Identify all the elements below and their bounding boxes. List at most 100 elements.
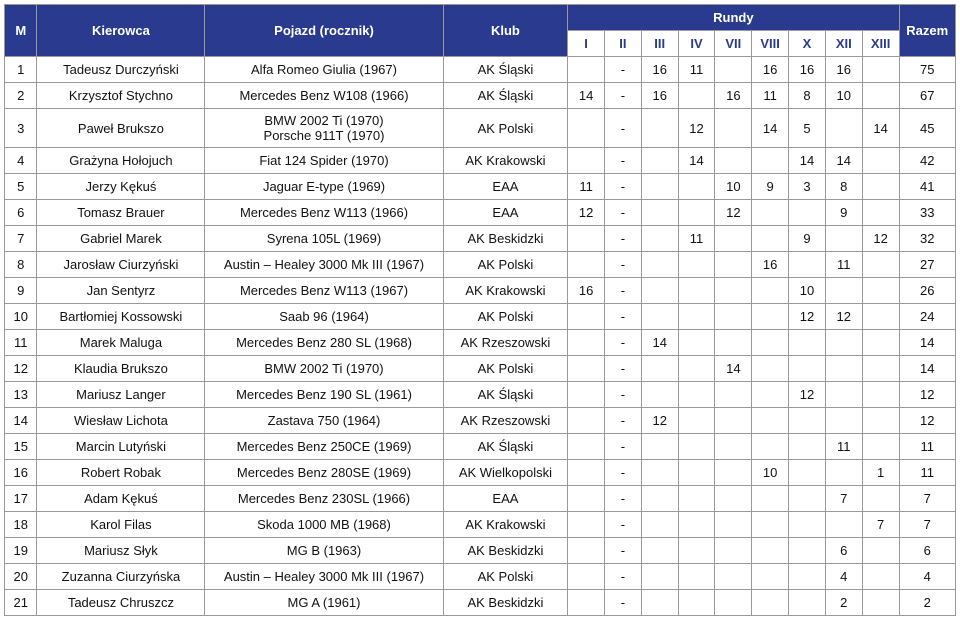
cell-r2: -: [605, 408, 642, 434]
cell-r2: -: [605, 590, 642, 616]
cell-total: 7: [899, 512, 955, 538]
cell-car: Mercedes Benz 250CE (1969): [205, 434, 443, 460]
cell-r7: [789, 590, 826, 616]
cell-r2: -: [605, 356, 642, 382]
cell-r4: [678, 304, 715, 330]
table-row: 12Klaudia BrukszoBMW 2002 Ti (1970)AK Po…: [5, 356, 956, 382]
cell-m: 1: [5, 57, 37, 83]
cell-r7: [789, 408, 826, 434]
cell-total: 11: [899, 460, 955, 486]
cell-r6: [752, 538, 789, 564]
cell-r4: [678, 460, 715, 486]
cell-total: 75: [899, 57, 955, 83]
cell-m: 19: [5, 538, 37, 564]
col-club: Klub: [443, 5, 568, 57]
col-total: Razem: [899, 5, 955, 57]
cell-r3: [641, 382, 678, 408]
cell-r8: [825, 278, 862, 304]
cell-r3: 14: [641, 330, 678, 356]
cell-r5: 14: [715, 356, 752, 382]
cell-m: 20: [5, 564, 37, 590]
cell-r5: [715, 109, 752, 148]
cell-r9: [862, 148, 899, 174]
cell-r7: [789, 564, 826, 590]
cell-car: Mercedes Benz 280 SL (1968): [205, 330, 443, 356]
cell-r6: [752, 590, 789, 616]
cell-r5: 12: [715, 200, 752, 226]
cell-r7: [789, 512, 826, 538]
cell-r4: [678, 356, 715, 382]
cell-r8: 16: [825, 57, 862, 83]
cell-r5: [715, 278, 752, 304]
cell-r4: [678, 408, 715, 434]
cell-r5: [715, 590, 752, 616]
cell-car: Syrena 105L (1969): [205, 226, 443, 252]
cell-car: Skoda 1000 MB (1968): [205, 512, 443, 538]
cell-r6: [752, 330, 789, 356]
cell-r4: [678, 83, 715, 109]
cell-r3: 12: [641, 408, 678, 434]
cell-r1: [568, 408, 605, 434]
cell-r5: [715, 330, 752, 356]
cell-r7: 5: [789, 109, 826, 148]
cell-r5: [715, 512, 752, 538]
cell-r9: [862, 57, 899, 83]
cell-r8: 10: [825, 83, 862, 109]
cell-r7: 14: [789, 148, 826, 174]
cell-r1: [568, 564, 605, 590]
cell-club: AK Krakowski: [443, 512, 568, 538]
cell-r1: 12: [568, 200, 605, 226]
cell-r1: 11: [568, 174, 605, 200]
cell-r1: 14: [568, 83, 605, 109]
cell-m: 21: [5, 590, 37, 616]
cell-r3: [641, 356, 678, 382]
cell-r3: [641, 304, 678, 330]
table-row: 21Tadeusz ChruszczMG A (1961)AK Beskidzk…: [5, 590, 956, 616]
cell-club: AK Śląski: [443, 382, 568, 408]
cell-club: EAA: [443, 200, 568, 226]
cell-r4: [678, 252, 715, 278]
cell-club: AK Polski: [443, 304, 568, 330]
cell-driver: Robert Robak: [37, 460, 205, 486]
table-row: 20Zuzanna CiurzyńskaAustin – Healey 3000…: [5, 564, 956, 590]
col-m: M: [5, 5, 37, 57]
cell-r1: [568, 460, 605, 486]
cell-club: AK Rzeszowski: [443, 408, 568, 434]
cell-m: 3: [5, 109, 37, 148]
cell-r9: 12: [862, 226, 899, 252]
cell-r9: [862, 486, 899, 512]
cell-car: Mercedes Benz W113 (1966): [205, 200, 443, 226]
cell-r6: 10: [752, 460, 789, 486]
cell-r3: [641, 226, 678, 252]
table-row: 16Robert RobakMercedes Benz 280SE (1969)…: [5, 460, 956, 486]
cell-r9: [862, 83, 899, 109]
cell-r2: -: [605, 278, 642, 304]
cell-driver: Gabriel Marek: [37, 226, 205, 252]
cell-r5: [715, 382, 752, 408]
round-I: I: [568, 31, 605, 57]
cell-r2: -: [605, 252, 642, 278]
cell-r5: [715, 460, 752, 486]
cell-m: 5: [5, 174, 37, 200]
cell-r1: 16: [568, 278, 605, 304]
cell-car: Mercedes Benz 280SE (1969): [205, 460, 443, 486]
table-row: 18Karol FilasSkoda 1000 MB (1968)AK Krak…: [5, 512, 956, 538]
cell-r7: [789, 252, 826, 278]
cell-r4: [678, 330, 715, 356]
cell-r8: 7: [825, 486, 862, 512]
cell-club: AK Rzeszowski: [443, 330, 568, 356]
cell-r1: [568, 382, 605, 408]
cell-r1: [568, 434, 605, 460]
cell-r4: [678, 200, 715, 226]
cell-r2: -: [605, 486, 642, 512]
cell-car: MG A (1961): [205, 590, 443, 616]
cell-r7: [789, 434, 826, 460]
cell-r3: 16: [641, 57, 678, 83]
cell-r4: 11: [678, 57, 715, 83]
cell-r6: 9: [752, 174, 789, 200]
cell-total: 33: [899, 200, 955, 226]
cell-r6: [752, 200, 789, 226]
cell-total: 12: [899, 408, 955, 434]
cell-m: 12: [5, 356, 37, 382]
table-header: M Kierowca Pojazd (rocznik) Klub Rundy R…: [5, 5, 956, 57]
